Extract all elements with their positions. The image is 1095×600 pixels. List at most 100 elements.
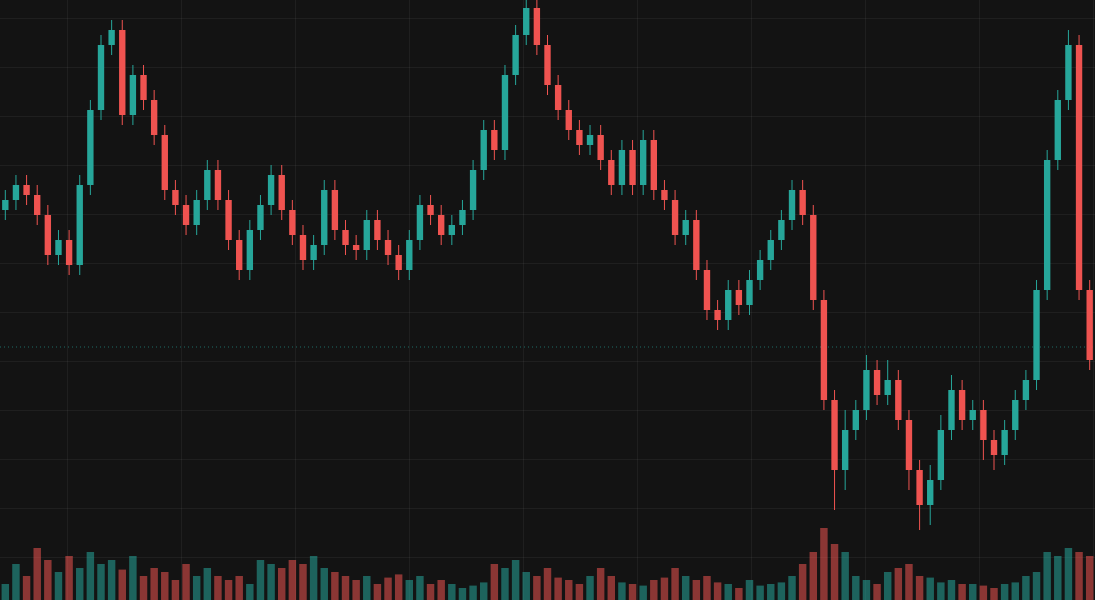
candle-body [182,205,190,225]
candle-body [342,230,349,245]
volume-bar [12,564,20,600]
volume-bar [852,576,860,600]
candle-body [214,170,222,200]
candle-body [501,75,509,150]
candle-body [1001,430,1008,455]
candle-body [895,380,902,420]
volume-bar [331,572,339,600]
candle-body [491,130,498,150]
candle-body [671,200,679,235]
volume-bar [288,560,297,600]
candle-body [12,185,20,200]
candle-body [1065,45,1072,100]
candle-body [267,175,275,205]
volume-bar [448,584,456,600]
volume-bar [352,580,360,600]
volume-bar [405,580,414,600]
volume-bar [235,576,243,600]
candle-body [512,35,519,75]
candle-body [448,225,456,235]
volume-bar [22,576,31,600]
volume-bar [1064,548,1073,600]
volume-bar [320,568,328,600]
volume-bar [969,584,977,600]
volume-bar [607,576,616,600]
candle-body [76,185,83,265]
volume-bar [54,572,63,600]
candle-body [1086,290,1093,360]
candle-body [1012,400,1019,430]
volume-bar [139,576,148,600]
candle-body [533,8,541,45]
candle-body [172,190,179,205]
candle-body [629,150,636,185]
candle-body [778,220,785,240]
volume-bar [756,585,764,600]
volume-bar [76,568,84,600]
volume-bar [44,560,52,600]
candle-body [958,390,966,420]
volume-bar [883,572,892,600]
candle-body [905,420,913,470]
volume-bar [979,585,988,600]
volume-bar [65,556,73,600]
volume-bar [214,576,222,600]
candle-body [289,210,296,235]
volume-bar [958,584,966,600]
candle-body [565,110,572,130]
candle-body [661,190,668,200]
volume-bar [713,582,722,600]
volume-bar [915,576,924,600]
volume-bar [182,564,190,600]
volume-bar [894,568,903,600]
volume-bar [501,568,509,600]
volume-bar [937,582,945,600]
candle-body [150,100,158,135]
candle-body [639,140,647,185]
candle-body [438,215,445,235]
volume-bar [267,564,275,600]
volume-bar [479,582,488,600]
candle-body [554,85,562,110]
candle-body [427,205,434,215]
candle-body [810,215,817,300]
volume-bar [203,568,212,600]
volume-bar [533,576,541,600]
volume-bar [469,585,477,600]
volume-bar [671,568,679,600]
candle-body [916,470,923,505]
candle-body [469,170,477,210]
candle-body [969,410,976,420]
candle-body [990,440,998,455]
volume-bar [1043,552,1051,600]
candle-body [384,240,392,255]
volume-bar [373,584,382,600]
volume-bar [681,576,690,600]
candle-body [395,255,402,270]
candle-body [746,280,753,305]
volume-bar [703,576,711,600]
volume-bar [650,580,658,600]
volume-bar [639,585,647,600]
candle-body [1054,100,1061,160]
candle-body [140,75,147,100]
volume-bar [586,576,594,600]
candle-body [608,160,615,185]
volume-bar [394,574,403,600]
volume-bar [905,564,913,600]
volume-bar [437,580,445,600]
volume-bar [299,564,307,600]
volume-bar [1085,556,1094,600]
candle-body [735,290,743,305]
candle-body [650,140,657,190]
candle-body [161,135,168,190]
candle-body [406,240,413,270]
candle-body [937,430,945,480]
candle-body [884,380,891,395]
candle-body [714,310,721,320]
candle-body [788,190,796,220]
volume-bar [565,580,573,600]
candle-body [257,205,264,230]
